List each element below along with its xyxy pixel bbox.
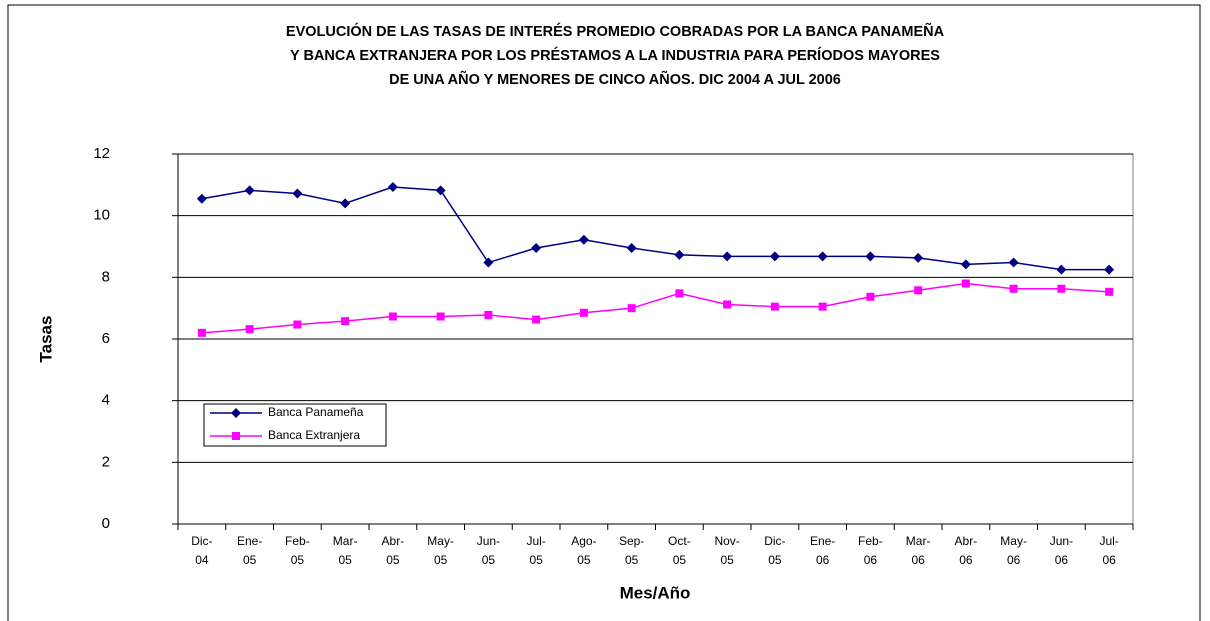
x-tick-label: Jun- bbox=[477, 534, 500, 548]
x-tick-label: 05 bbox=[529, 553, 543, 567]
y-tick-label: 4 bbox=[102, 392, 110, 409]
data-point bbox=[866, 292, 875, 301]
legend-label: Banca Panameña bbox=[268, 405, 364, 419]
data-point bbox=[196, 193, 207, 204]
legend-marker bbox=[231, 408, 241, 418]
data-point bbox=[340, 198, 351, 209]
series-line bbox=[201, 282, 1110, 334]
x-tick-label: Dic- bbox=[764, 534, 785, 548]
x-tick-label: Nov- bbox=[714, 534, 739, 548]
series-line bbox=[201, 186, 1110, 271]
x-tick-label: 05 bbox=[434, 553, 448, 567]
y-tick-label: 12 bbox=[93, 145, 110, 162]
x-tick-label: Jul- bbox=[526, 534, 545, 548]
x-tick-label: 05 bbox=[243, 553, 257, 567]
chart-title: DE UNA AÑO Y MENORES DE CINCO AÑOS. DIC … bbox=[389, 70, 841, 88]
data-point bbox=[1104, 264, 1115, 275]
data-point bbox=[436, 312, 445, 321]
y-tick-label: 6 bbox=[102, 330, 110, 347]
data-point bbox=[770, 302, 779, 311]
y-axis-title: Tasas bbox=[36, 316, 55, 363]
data-point bbox=[1057, 284, 1066, 293]
x-tick-label: 05 bbox=[386, 553, 400, 567]
x-tick-label: Mar- bbox=[333, 534, 358, 548]
x-tick-label: 05 bbox=[577, 553, 591, 567]
x-tick-label: Ene- bbox=[237, 534, 262, 548]
x-tick-label: Ago- bbox=[571, 534, 596, 548]
chart-title: Y BANCA EXTRANJERA POR LOS PRÉSTAMOS A L… bbox=[290, 47, 940, 64]
data-point bbox=[578, 234, 589, 245]
x-tick-label: 05 bbox=[291, 553, 305, 567]
x-axis-title: Mes/Año bbox=[620, 583, 691, 602]
x-tick-label: 05 bbox=[338, 553, 352, 567]
x-tick-label: 06 bbox=[959, 553, 973, 567]
data-point bbox=[484, 310, 493, 319]
x-tick-label: Abr- bbox=[955, 534, 978, 548]
x-tick-label: 06 bbox=[864, 553, 878, 567]
data-point bbox=[769, 251, 780, 262]
x-tick-label: Mar- bbox=[906, 534, 931, 548]
data-point bbox=[292, 188, 303, 199]
data-point bbox=[675, 289, 684, 298]
x-tick-label: Abr- bbox=[382, 534, 405, 548]
data-point bbox=[818, 302, 827, 311]
y-tick-label: 8 bbox=[102, 268, 110, 285]
chart-title: EVOLUCIÓN DE LAS TASAS DE INTERÉS PROMED… bbox=[286, 22, 945, 40]
data-point bbox=[1008, 257, 1019, 268]
x-tick-label: 05 bbox=[768, 553, 782, 567]
x-tick-label: Feb- bbox=[858, 534, 883, 548]
x-tick-label: Jun- bbox=[1050, 534, 1073, 548]
data-point bbox=[723, 300, 732, 309]
data-point bbox=[1056, 264, 1067, 275]
data-point bbox=[245, 325, 254, 334]
data-point bbox=[1009, 284, 1018, 293]
x-tick-label: Ene- bbox=[810, 534, 835, 548]
legend-label: Banca Extranjera bbox=[268, 428, 360, 442]
data-point bbox=[914, 286, 923, 295]
x-tick-label: Dic- bbox=[191, 534, 212, 548]
data-point bbox=[627, 304, 636, 313]
data-point bbox=[960, 259, 971, 270]
x-tick-label: Feb- bbox=[285, 534, 310, 548]
data-point bbox=[722, 251, 733, 262]
y-tick-label: 10 bbox=[93, 207, 110, 224]
data-point bbox=[388, 312, 397, 321]
data-point bbox=[961, 279, 970, 288]
data-point bbox=[531, 243, 542, 254]
data-point bbox=[674, 249, 685, 260]
data-point bbox=[197, 328, 206, 337]
data-point bbox=[532, 315, 541, 324]
x-tick-label: 06 bbox=[1102, 553, 1116, 567]
y-tick-label: 2 bbox=[102, 453, 110, 470]
data-point bbox=[293, 320, 302, 329]
data-point bbox=[579, 308, 588, 317]
data-point bbox=[865, 251, 876, 262]
x-tick-label: 05 bbox=[673, 553, 687, 567]
x-tick-label: Sep- bbox=[619, 534, 644, 548]
x-tick-label: 06 bbox=[911, 553, 925, 567]
x-tick-label: 06 bbox=[816, 553, 830, 567]
data-point bbox=[387, 181, 398, 192]
legend-marker bbox=[232, 432, 240, 440]
x-tick-label: Jul- bbox=[1099, 534, 1118, 548]
x-tick-label: 05 bbox=[720, 553, 734, 567]
x-tick-label: 05 bbox=[482, 553, 496, 567]
data-point bbox=[483, 257, 494, 268]
x-tick-label: May- bbox=[427, 534, 454, 548]
data-point bbox=[913, 252, 924, 263]
data-point bbox=[244, 185, 255, 196]
data-point bbox=[341, 317, 350, 326]
data-point bbox=[817, 251, 828, 262]
data-point bbox=[626, 243, 637, 254]
x-tick-label: 06 bbox=[1055, 553, 1069, 567]
x-tick-label: Oct- bbox=[668, 534, 691, 548]
data-point bbox=[1105, 287, 1114, 296]
x-tick-label: May- bbox=[1000, 534, 1027, 548]
x-tick-label: 05 bbox=[625, 553, 639, 567]
data-point bbox=[435, 185, 446, 196]
x-tick-label: 06 bbox=[1007, 553, 1021, 567]
x-tick-label: 04 bbox=[195, 553, 209, 567]
y-tick-label: 0 bbox=[102, 515, 110, 532]
